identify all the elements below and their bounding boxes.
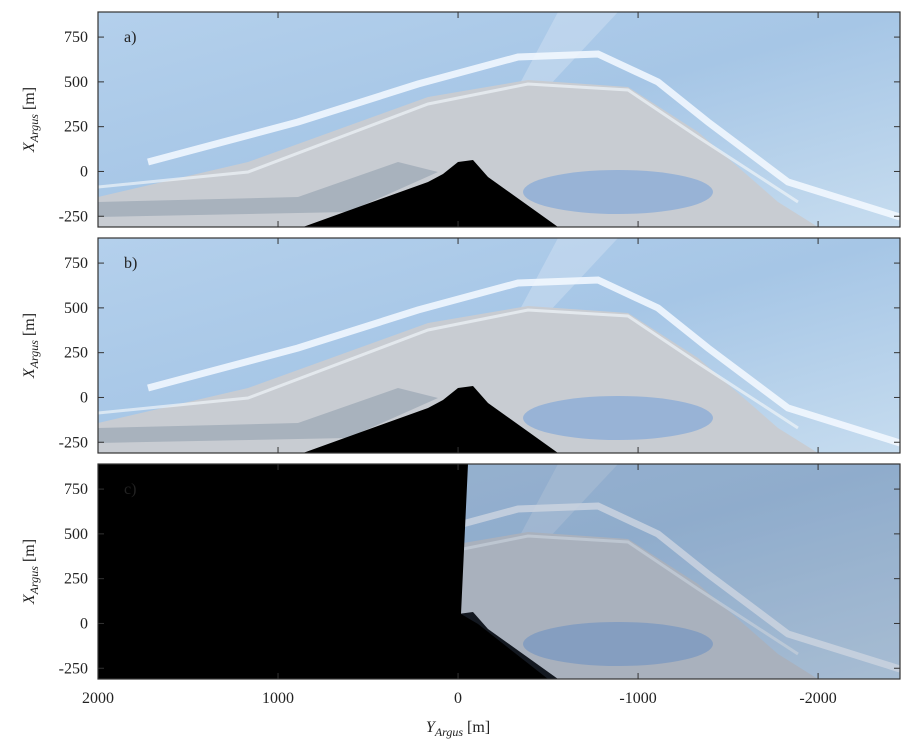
label-subscript: Argus [27,340,41,370]
x-tick-label: 1000 [262,690,294,707]
y-tick-label: -250 [59,208,88,225]
y-tick-label: 250 [64,119,88,136]
y-axis-label: XArgus [m] [21,87,41,153]
y-tick-label: 750 [64,255,88,272]
y-tick-label: 750 [64,481,88,498]
y-tick-label: 750 [64,29,88,46]
label-unit: [m] [21,313,38,336]
y-tick-label: 0 [80,163,88,180]
y-tick-label: 500 [64,526,88,543]
panel-frame [97,463,901,680]
y-tick-label: 0 [80,615,88,632]
image-mask [98,464,548,679]
y-tick-label: 0 [80,389,88,406]
label-unit: [m] [21,87,38,110]
panel-image [98,12,900,227]
x-tick-label: -2000 [799,690,836,707]
label-symbol: X [21,367,38,379]
panel: a) 750 500 250 0 -250 XArgus [m] [21,11,901,228]
y-tick-label: -250 [59,434,88,451]
y-tick-label: -250 [59,660,88,677]
label-subscript: Argus [27,114,41,144]
y-tick-label: 250 [64,571,88,588]
y-axis-label: XArgus [m] [21,313,41,379]
label-symbol: X [21,141,38,153]
panel: b) 750 500 250 0 -250 XArgus [m] [21,237,901,454]
label-subscript: Argus [434,725,464,739]
panel-image [98,238,900,453]
panel-label: c) [124,481,136,498]
panel-label: a) [124,29,136,46]
panels: a)7505002500-250XArgus[m]b)7505002500-25… [21,11,901,739]
y-tick-label: 250 [64,345,88,362]
x-tick-label: -1000 [619,690,656,707]
panel-label: b) [124,255,137,272]
y-axis-label: XArgus [m] [21,539,41,605]
label-unit: [m] [21,539,38,562]
y-tick-label: 500 [64,300,88,317]
y-tick-label: 500 [64,74,88,91]
panel-frame [97,237,901,454]
label-symbol: Y [426,719,437,736]
x-tick-label: 0 [454,690,462,707]
x-axis-label: YArgus [m] [426,719,490,739]
x-tick-label: 2000 [82,690,114,707]
panel-frame [97,11,901,228]
label-symbol: X [21,593,38,605]
label-unit: [m] [467,719,490,736]
label-subscript: Argus [27,566,41,596]
